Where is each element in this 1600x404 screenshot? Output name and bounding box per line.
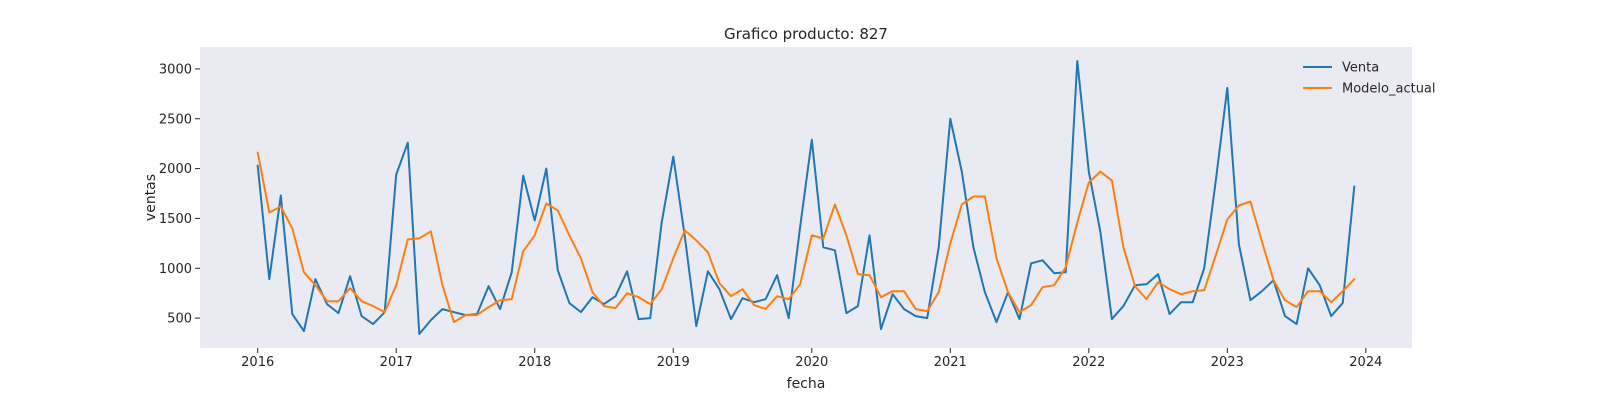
- y-tick-label: 500: [167, 312, 192, 327]
- x-tick-label: 2019: [657, 355, 690, 370]
- plot-background: [200, 47, 1412, 348]
- y-axis-label: ventas: [143, 174, 159, 221]
- series-line-modelo-actual: [256, 151, 1356, 324]
- y-tick-label: 2500: [159, 112, 192, 127]
- y-tick-label: 2000: [159, 162, 192, 177]
- x-tick-label: 2018: [518, 355, 551, 370]
- y-tick-label: 3000: [159, 62, 192, 77]
- x-tick-label: 2024: [1349, 355, 1382, 370]
- legend: Venta Modelo_actual: [1303, 61, 1436, 97]
- series-layer: [256, 60, 1356, 335]
- x-axis-label: fecha: [787, 376, 826, 392]
- x-tick-label: 2022: [1072, 355, 1105, 370]
- legend-label: Venta: [1342, 61, 1379, 76]
- x-tick-label: 2023: [1211, 355, 1244, 370]
- y-tick-label: 1500: [159, 212, 192, 227]
- chart-title: Grafico producto: 827: [724, 25, 888, 43]
- series-line-venta: [256, 60, 1356, 335]
- x-axis-ticks: 2016 2017 2018 2019 2020 2021 2022 2023 2024: [241, 348, 1382, 370]
- x-tick-label: 2017: [380, 355, 413, 370]
- x-tick-label: 2021: [934, 355, 967, 370]
- x-tick-label: 2016: [241, 355, 274, 370]
- y-axis-ticks: 500 1000 1500 2000 2500 3000: [159, 62, 200, 327]
- legend-label: Modelo_actual: [1342, 82, 1436, 97]
- y-tick-label: 1000: [159, 262, 192, 277]
- x-tick-label: 2020: [795, 355, 828, 370]
